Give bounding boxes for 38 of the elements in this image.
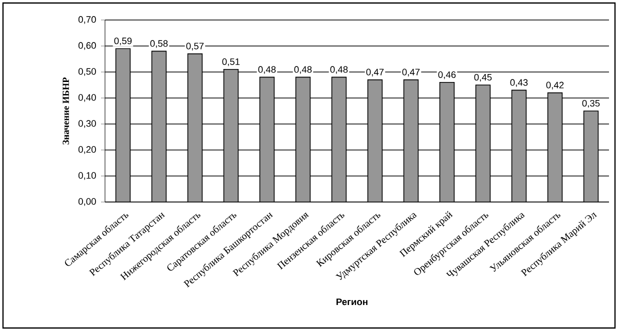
- y-tick-label: 0,70: [78, 16, 96, 24]
- bar: [475, 84, 491, 202]
- data-label: 0,47: [402, 68, 420, 76]
- data-label: 0,57: [186, 42, 204, 50]
- bar: [151, 50, 167, 202]
- bar: [583, 110, 599, 202]
- bar: [115, 48, 131, 202]
- data-label: 0,48: [294, 66, 312, 74]
- data-label: 0,58: [150, 40, 168, 48]
- bar: [295, 76, 311, 202]
- data-label: 0,42: [546, 82, 564, 90]
- data-label: 0,48: [258, 66, 276, 74]
- y-tick-label: 0,50: [78, 68, 96, 76]
- y-tick-label: 0,60: [78, 42, 96, 50]
- data-label: 0,47: [366, 68, 384, 76]
- y-tick-label: 0,00: [78, 198, 96, 206]
- bar: [223, 69, 239, 202]
- data-label: 0,59: [114, 38, 132, 46]
- y-tick-label: 0,30: [78, 120, 96, 128]
- bar: [403, 79, 419, 202]
- bar: [439, 82, 455, 202]
- data-label: 0,48: [330, 66, 348, 74]
- bar: [367, 79, 383, 202]
- x-axis-title: Регион: [336, 298, 368, 306]
- data-label: 0,51: [222, 58, 240, 66]
- y-tick-label: 0,10: [78, 172, 96, 180]
- bar: [331, 76, 347, 202]
- y-tick-label: 0,40: [78, 94, 96, 102]
- data-label: 0,43: [510, 79, 528, 87]
- bar: [187, 53, 203, 202]
- bar: [259, 76, 275, 202]
- data-label: 0,45: [474, 74, 492, 82]
- y-tick-label: 0,20: [78, 146, 96, 154]
- data-label: 0,35: [582, 100, 600, 108]
- bar: [511, 90, 527, 202]
- bar: [547, 92, 563, 202]
- y-axis-title: Значение ИБНР: [62, 77, 69, 144]
- data-label: 0,46: [438, 71, 456, 80]
